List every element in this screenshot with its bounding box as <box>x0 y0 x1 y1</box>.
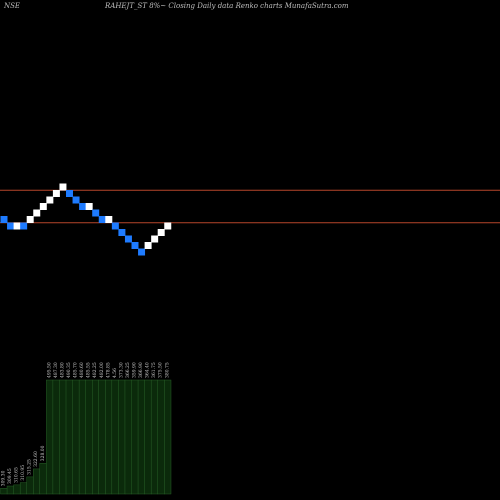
volume-value-label: 315.25 <box>27 459 33 475</box>
renko-brick-down <box>92 209 100 217</box>
renko-brick-down <box>7 222 15 230</box>
reference-lines <box>0 189 500 224</box>
volume-bar <box>157 379 165 495</box>
volume-value-label: 495.50 <box>46 362 52 378</box>
renko-brick-up <box>39 203 47 210</box>
volume-bar <box>91 379 100 495</box>
volume-value-label: 4.56 <box>112 368 118 378</box>
volume-bar <box>65 379 73 495</box>
volume-bar <box>78 379 87 495</box>
renko-brick-up <box>59 183 67 191</box>
volume-bar <box>52 379 60 495</box>
renko-brick-up <box>33 209 41 217</box>
renko-brick-down <box>118 229 126 236</box>
renko-brick-up <box>46 196 54 204</box>
volume-bar <box>19 482 28 495</box>
volume-value-label: 359.90 <box>132 362 138 378</box>
renko-brick-up <box>151 235 159 243</box>
renko-brick-down <box>79 203 87 210</box>
volume-bar <box>0 488 8 495</box>
renko-brick-up <box>52 190 60 197</box>
renko-brick-up <box>13 222 21 230</box>
volume-value-label: 310.65 <box>14 467 20 483</box>
volume-value-label: 490.35 <box>66 362 72 378</box>
volume-value-label: 485.70 <box>73 362 79 378</box>
volume-bar <box>131 379 139 495</box>
volume-panel <box>0 379 172 495</box>
volume-value-label: 485.55 <box>86 362 92 378</box>
volume-value-label: 366.90 <box>138 362 144 378</box>
volume-bar <box>6 485 15 495</box>
volume-value-label: 366.25 <box>125 362 131 378</box>
renko-brick-up <box>144 242 152 249</box>
volume-bar <box>33 468 41 495</box>
chart-title: RAHEJT_ST 8%~ Closing Daily data Renko c… <box>105 2 349 10</box>
renko-brick-down <box>131 242 139 249</box>
volume-value-label: 373.30 <box>118 362 124 378</box>
volume-bar <box>26 476 34 495</box>
renko-brick-down <box>0 216 8 223</box>
volume-value-label: 482.00 <box>99 362 105 378</box>
volume-value-label: 482.25 <box>92 362 98 378</box>
volume-value-label: 483.80 <box>59 362 65 378</box>
volume-bar <box>72 379 80 495</box>
renko-bricks <box>0 183 172 256</box>
renko-brick-down <box>20 222 28 230</box>
renko-brick-down <box>72 196 80 204</box>
renko-brick-up <box>85 203 93 210</box>
renko-brick-up <box>157 229 165 236</box>
volume-bar <box>98 379 106 495</box>
renko-brick-down <box>124 235 132 243</box>
renko-brick-down <box>138 248 146 256</box>
volume-value-label: 309.30 <box>1 470 7 486</box>
volume-value-label: 322.60 <box>33 451 39 467</box>
volume-bar <box>46 379 54 495</box>
volume-bar <box>144 379 152 495</box>
volume-bar <box>85 379 93 495</box>
renko-brick-down <box>111 222 119 230</box>
volume-bar <box>39 463 47 495</box>
volume-bar <box>13 484 21 495</box>
volume-bar <box>111 379 119 495</box>
volume-value-label: 380.75 <box>164 362 170 378</box>
volume-bar <box>118 379 126 495</box>
volume-bar <box>137 379 146 495</box>
volume-bar <box>59 379 67 495</box>
volume-bar <box>164 379 172 495</box>
volume-value-label: 480.60 <box>79 362 85 378</box>
volume-value-label: 361.75 <box>151 362 157 378</box>
volume-value-label: 328.00 <box>40 445 46 461</box>
volume-value-label: 364.40 <box>145 362 151 378</box>
renko-brick-up <box>26 216 34 223</box>
volume-bar <box>150 379 159 495</box>
volume-bar <box>105 379 113 495</box>
volume-value-label: 309.45 <box>7 468 13 484</box>
volume-bar <box>124 379 132 495</box>
volume-value-label: 478.85 <box>105 362 111 378</box>
volume-value-label: 310.95 <box>20 465 26 481</box>
volume-value-label: 487.30 <box>53 362 59 378</box>
exchange-label: NSE <box>4 2 21 10</box>
renko-brick-down <box>98 216 106 223</box>
renko-brick-up <box>105 216 113 223</box>
renko-brick-up <box>164 222 172 230</box>
volume-value-label: 375.50 <box>158 362 164 378</box>
renko-brick-down <box>66 190 73 197</box>
